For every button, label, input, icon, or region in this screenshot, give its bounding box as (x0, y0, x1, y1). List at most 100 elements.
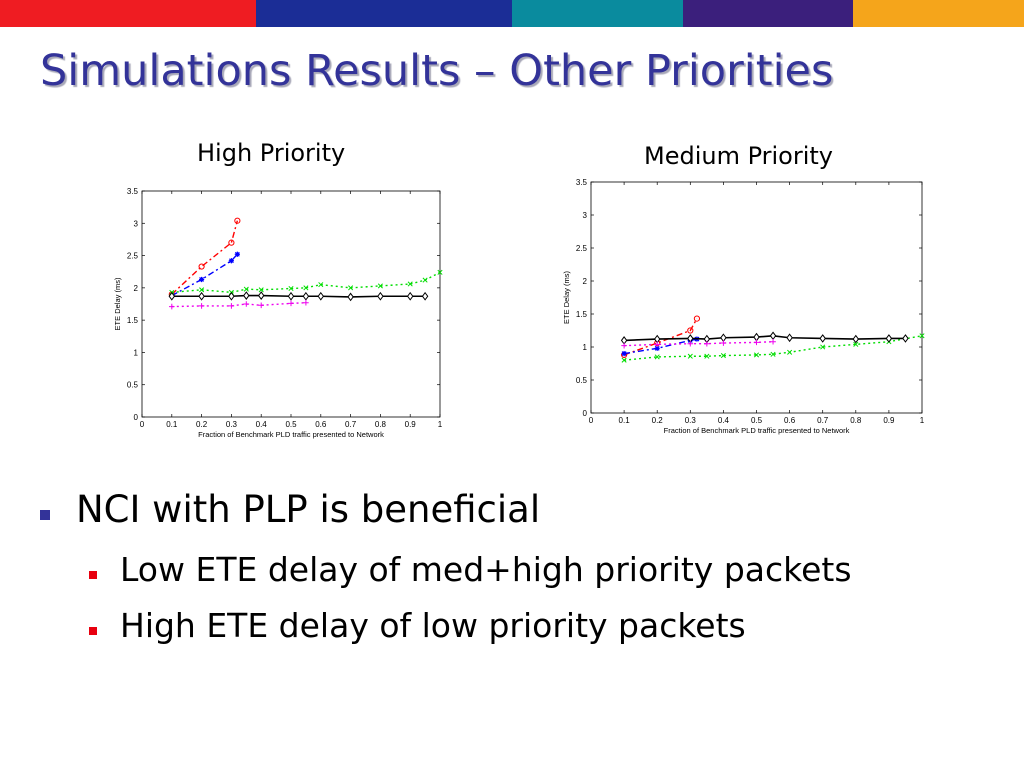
data-point (819, 334, 826, 343)
data-point (258, 302, 264, 309)
y-tick-label: 1 (134, 348, 139, 357)
data-point (288, 300, 294, 307)
sub-bullet: High ETE delay of low priority packets (38, 598, 998, 654)
series-line (624, 335, 923, 361)
data-point (693, 315, 701, 322)
data-point (303, 285, 309, 291)
y-tick-label: 2.5 (576, 244, 588, 253)
top-bar-navy (256, 0, 512, 27)
sub-bullet-square-icon (89, 571, 97, 579)
data-point (287, 291, 295, 301)
data-point (377, 283, 383, 289)
x-axis-label: Fraction of Benchmark PLD traffic presen… (664, 426, 850, 435)
y-tick-label: 3.5 (127, 187, 139, 196)
slide-title: Simulations Results – Other Priorities (40, 46, 834, 96)
data-point (654, 341, 660, 348)
data-point (654, 345, 660, 351)
data-point (228, 291, 235, 301)
top-bar-red (0, 0, 256, 27)
data-point (770, 351, 776, 357)
x-tick-label: 0.1 (619, 416, 631, 425)
data-point (786, 333, 793, 343)
x-tick-label: 0.9 (883, 416, 895, 425)
y-tick-label: 0.5 (127, 381, 139, 390)
data-point (243, 291, 250, 300)
y-tick-label: 1.5 (127, 316, 139, 325)
high-priority-chart-title: High Priority (197, 139, 346, 167)
data-point (199, 287, 205, 293)
data-point (199, 276, 205, 283)
data-point (257, 291, 265, 300)
data-point (820, 344, 826, 350)
data-point (687, 340, 694, 347)
x-tick-label: 0.8 (850, 416, 862, 425)
y-tick-label: 0.5 (576, 376, 588, 385)
x-tick-label: 0.3 (226, 420, 238, 429)
data-point (720, 353, 726, 359)
x-tick-label: 0.6 (315, 420, 327, 429)
bullet-main-text: NCI with PLP is beneficial (76, 488, 541, 531)
data-point (347, 292, 354, 302)
data-point (687, 327, 694, 334)
x-tick-label: 0.5 (751, 416, 763, 425)
y-tick-label: 0 (583, 409, 588, 418)
x-tick-label: 0.3 (685, 416, 697, 425)
y-tick-label: 2 (134, 284, 139, 293)
x-tick-label: 0.9 (405, 420, 417, 429)
data-point (407, 281, 413, 287)
x-tick-label: 0.7 (345, 420, 357, 429)
data-point (687, 353, 693, 359)
data-point (787, 349, 793, 355)
data-point (303, 299, 309, 306)
medium-priority-chart-title: Medium Priority (644, 142, 834, 170)
series-line (171, 220, 239, 295)
data-point (169, 303, 175, 310)
data-point (318, 282, 324, 288)
data-point (885, 334, 893, 343)
data-point (621, 357, 627, 363)
x-axis-label: Fraction of Benchmark PLD traffic presen… (198, 430, 384, 439)
data-point (406, 291, 414, 301)
data-point (919, 333, 925, 339)
bullet-list: NCI with PLP is beneficial Low ETE delay… (38, 482, 998, 654)
y-tick-label: 3 (583, 211, 588, 220)
x-tick-label: 0.2 (652, 416, 664, 425)
top-bar-purple (683, 0, 853, 27)
sub-bullet-text: High ETE delay of low priority packets (120, 606, 746, 645)
y-tick-label: 3 (134, 219, 139, 228)
data-point (720, 340, 727, 346)
data-point (168, 291, 176, 301)
top-bar-orange (853, 0, 1024, 27)
bullet-square-icon (40, 510, 50, 520)
data-point (258, 287, 264, 293)
x-tick-label: 0.7 (817, 416, 829, 425)
y-tick-label: 3.5 (576, 178, 588, 187)
data-point (852, 334, 860, 344)
x-tick-label: 0.2 (196, 420, 208, 429)
data-point (228, 303, 235, 309)
y-tick-label: 2.5 (127, 252, 139, 261)
series-line (171, 294, 426, 298)
series-line (171, 253, 238, 297)
data-point (853, 341, 859, 347)
plot-area (590, 181, 923, 414)
y-tick-label: 1.5 (576, 310, 588, 319)
data-point (302, 291, 310, 301)
series-line (623, 318, 698, 356)
data-point (422, 277, 428, 283)
data-point (437, 269, 443, 275)
high-priority-chart: 0 0.1 0.2 0.3 0.4 0.5 0.6 0.7 0.8 0.9 1 0 0.5 1 1.5 2 2.… (113, 187, 443, 439)
x-tick-label: 0.5 (285, 420, 297, 429)
y-axis-label: ETE Delay (ms) (113, 277, 122, 330)
data-point (288, 285, 294, 292)
data-point (243, 301, 250, 307)
data-point (654, 354, 660, 360)
data-point (377, 291, 384, 301)
data-point (704, 353, 710, 359)
y-tick-label: 1 (583, 343, 588, 352)
bullet-main: NCI with PLP is beneficial (38, 482, 998, 542)
data-point (228, 239, 235, 246)
y-tick-label: 0 (134, 413, 139, 422)
top-bar-teal (512, 0, 683, 27)
data-point (198, 303, 205, 309)
